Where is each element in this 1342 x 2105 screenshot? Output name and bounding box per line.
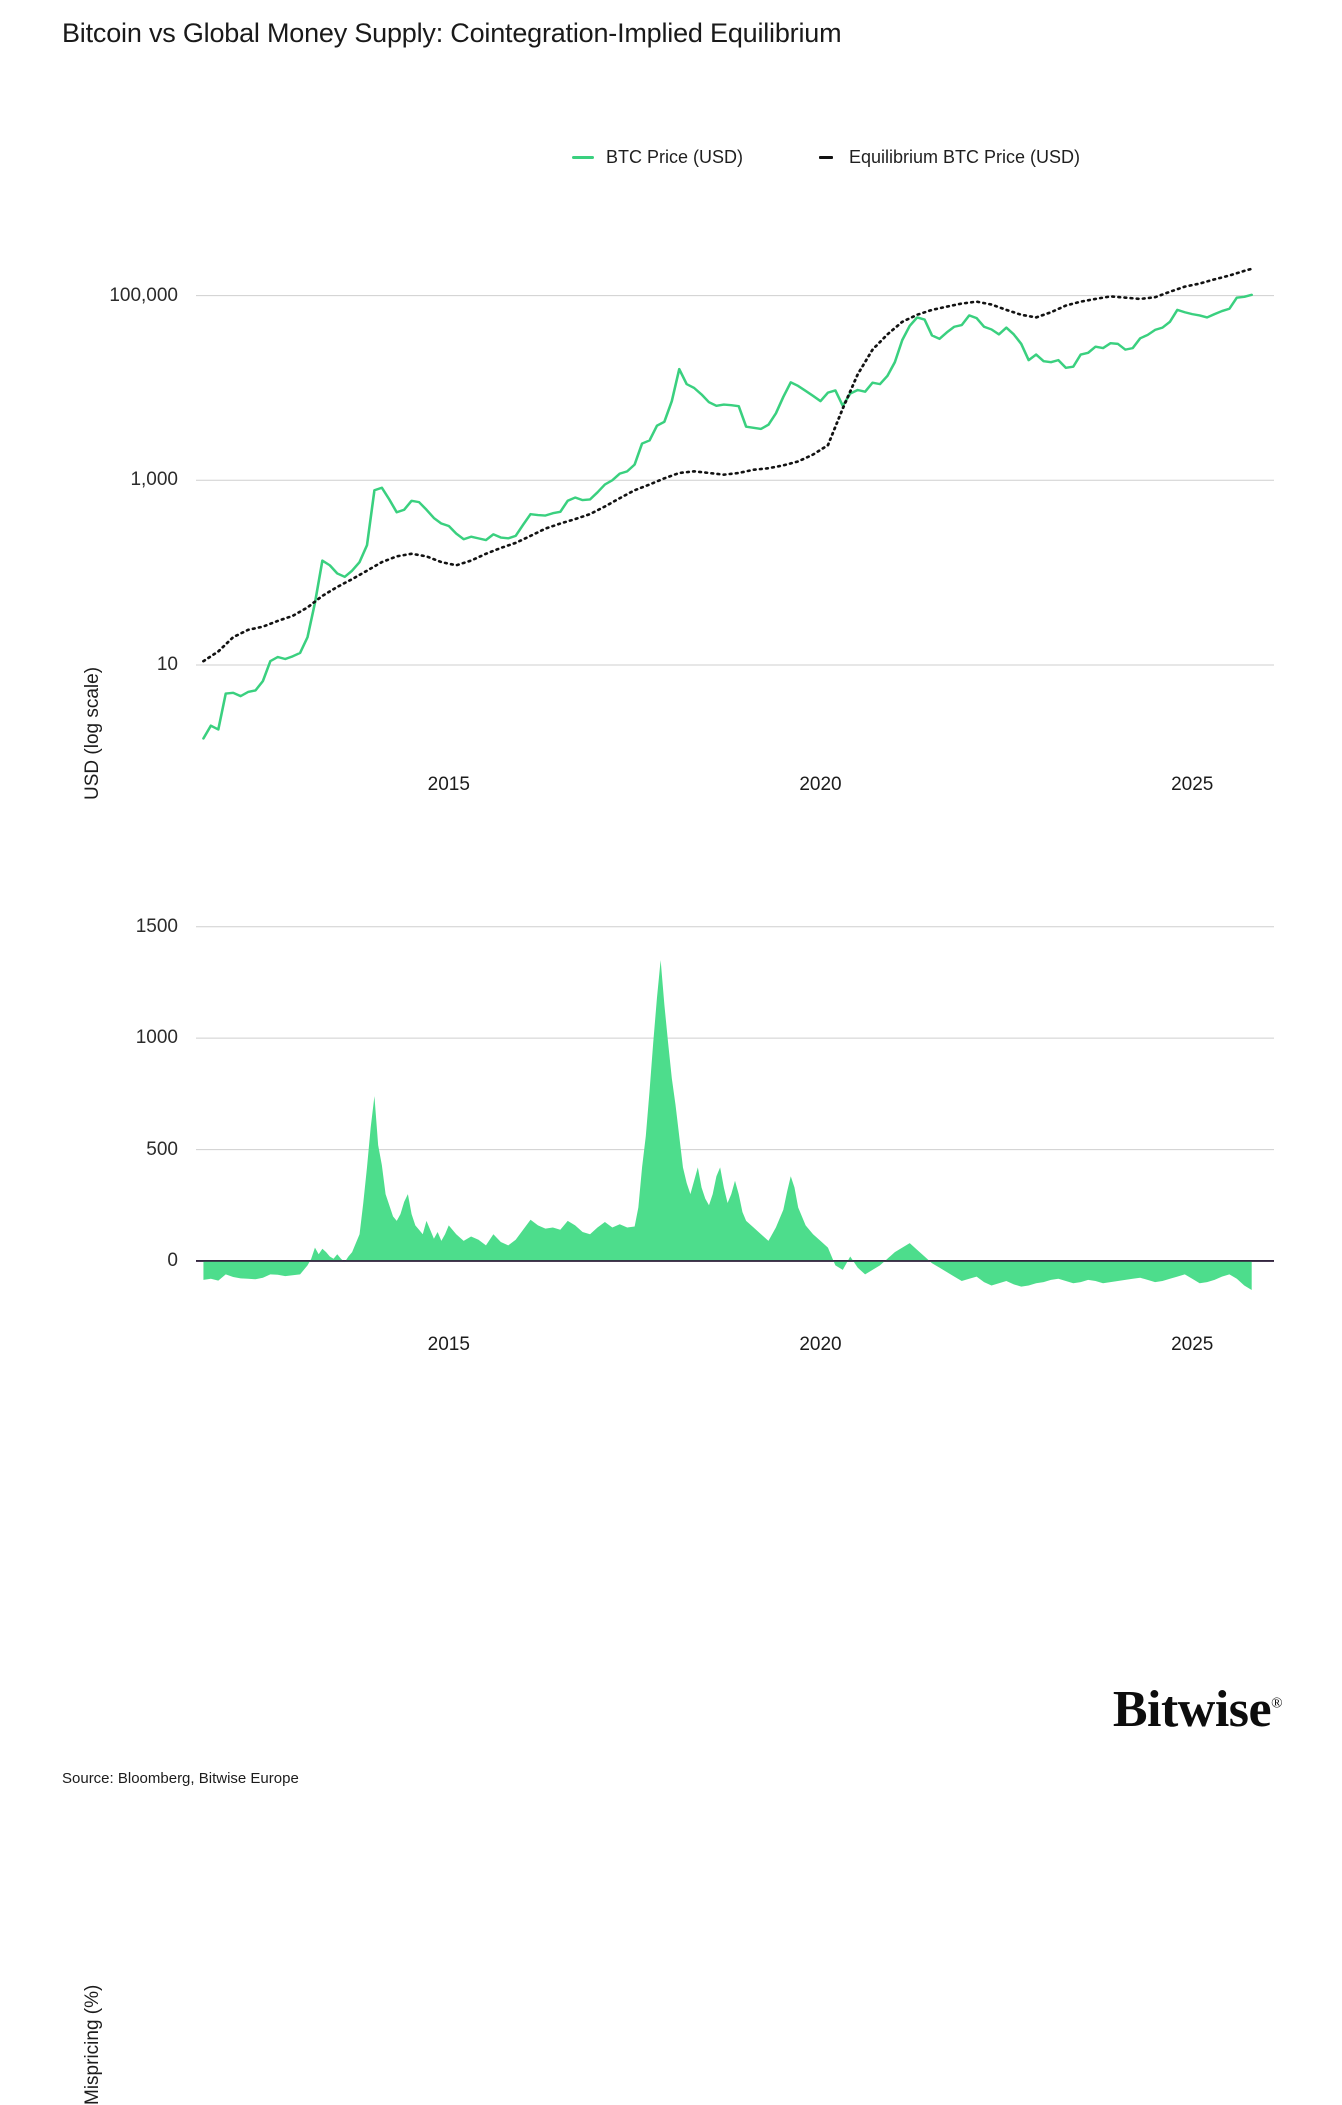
solid-line-icon [560, 156, 606, 159]
legend-label-equilibrium-price: Equilibrium BTC Price (USD) [849, 147, 1081, 167]
mispricing-y-axis-ticks: 0 500 1000 1500 [0, 860, 178, 1460]
y-tick-label: 1000 [135, 1027, 178, 1049]
y-tick-label: 1500 [135, 915, 178, 937]
legend-label-btc-price: BTC Price (USD) [606, 147, 744, 167]
price-plot-svg [196, 267, 1274, 740]
registered-mark: ® [1271, 1695, 1282, 1712]
legend-item-equilibrium-price[interactable]: Equilibrium BTC Price (USD) [803, 147, 1080, 168]
y-tick-label: 100,000 [109, 284, 178, 306]
bitwise-logo: Bitwise® [1112, 1680, 1283, 1739]
bitwise-wordmark: Bitwise [1112, 1681, 1272, 1738]
y-tick-label: 10 [156, 653, 178, 675]
y-tick-label: 500 [146, 1138, 178, 1160]
y-tick-label: 1,000 [130, 469, 178, 491]
price-y-axis-ticks: 10 1,000 100,000 [0, 230, 178, 800]
legend-item-btc-price[interactable]: BTC Price (USD) [560, 147, 743, 168]
y-tick-label: 0 [167, 1249, 178, 1271]
x-tick-label: 2020 [799, 1334, 842, 1355]
source-note: Source: Bloomberg, Bitwise Europe [62, 1770, 299, 1787]
x-tick-label: 2015 [427, 774, 470, 795]
x-tick-label: 2025 [1171, 774, 1214, 795]
page-title: Bitcoin vs Global Money Supply: Cointegr… [62, 18, 842, 48]
chart-legend: BTC Price (USD) Equilibrium BTC Price (U… [560, 147, 1080, 168]
chart-page: Bitcoin vs Global Money Supply: Cointegr… [0, 18, 1342, 2105]
dotted-line-icon [803, 156, 849, 159]
mispricing-y-axis-title: Mispricing (%) [82, 1984, 103, 2105]
x-tick-label: 2015 [427, 1334, 470, 1355]
mispricing-plot-area [196, 900, 1274, 1310]
x-tick-label: 2020 [799, 774, 842, 795]
price-plot-area [196, 240, 1274, 750]
mispricing-plot-svg [196, 926, 1274, 1290]
price-chart-panel: USD (log scale) 10 1,000 100,000 2015 2020 2… [0, 230, 1342, 800]
mispricing-chart-panel: Mispricing (%) 0 500 1000 1500 2015 2020 2025 [0, 860, 1342, 2105]
x-tick-label: 2025 [1171, 1334, 1214, 1355]
